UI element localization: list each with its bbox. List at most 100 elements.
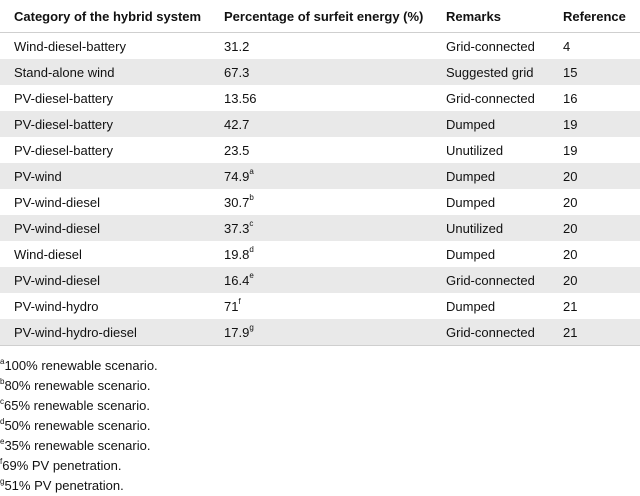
table-row: PV-wind-diesel 16.4e Grid-connected 20	[0, 267, 640, 293]
footnote-text: 50% renewable scenario.	[4, 418, 151, 433]
footnote-mark: f	[0, 456, 3, 466]
footnote: b80% renewable scenario.	[0, 376, 640, 396]
cell-reference: 16	[549, 85, 640, 111]
cell-remarks: Grid-connected	[432, 85, 549, 111]
cell-category: Wind-diesel-battery	[0, 32, 210, 59]
cell-category: PV-wind-diesel	[0, 189, 210, 215]
footnote-text: 80% renewable scenario.	[4, 378, 151, 393]
cell-remarks: Dumped	[432, 293, 549, 319]
table-row: PV-diesel-battery 23.5 Unutilized 19	[0, 137, 640, 163]
cell-reference: 20	[549, 241, 640, 267]
data-table: Category of the hybrid system Percentage…	[0, 0, 640, 346]
cell-remarks: Unutilized	[432, 215, 549, 241]
footnote: c65% renewable scenario.	[0, 396, 640, 416]
cell-reference: 15	[549, 59, 640, 85]
footnote-mark: c	[249, 219, 254, 229]
footnote-text: 35% renewable scenario.	[4, 438, 151, 453]
cell-reference: 20	[549, 189, 640, 215]
percentage-value: 16.4	[224, 272, 250, 288]
footnote-mark: e	[0, 436, 5, 446]
cell-category: PV-wind-hydro-diesel	[0, 319, 210, 346]
table-row: PV-diesel-battery 42.7 Dumped 19	[0, 111, 640, 137]
cell-percentage: 37.3c	[210, 215, 432, 241]
percentage-value: 67.3	[224, 64, 250, 80]
cell-category: PV-diesel-battery	[0, 137, 210, 163]
footnote-mark: c	[0, 396, 4, 406]
cell-percentage: 19.8d	[210, 241, 432, 267]
footnote: d50% renewable scenario.	[0, 416, 640, 436]
table-row: PV-wind 74.9a Dumped 20	[0, 163, 640, 189]
cell-category: Wind-diesel	[0, 241, 210, 267]
footnote: g51% PV penetration.	[0, 476, 640, 496]
header-reference: Reference	[549, 0, 640, 33]
footnote-mark: d	[0, 416, 5, 426]
footnotes: a100% renewable scenario. b80% renewable …	[0, 346, 640, 496]
cell-remarks: Dumped	[432, 189, 549, 215]
footnote-mark: e	[249, 271, 254, 281]
cell-remarks: Dumped	[432, 111, 549, 137]
cell-remarks: Grid-connected	[432, 319, 549, 346]
percentage-value: 19.8	[224, 246, 250, 262]
footnote: f69% PV penetration.	[0, 456, 640, 476]
cell-percentage: 71f	[210, 293, 432, 319]
cell-percentage: 74.9a	[210, 163, 432, 189]
header-category: Category of the hybrid system	[0, 0, 210, 33]
table-row: Stand-alone wind 67.3 Suggested grid 15	[0, 59, 640, 85]
percentage-value: 13.56	[224, 90, 257, 106]
header-row: Category of the hybrid system Percentage…	[0, 0, 640, 33]
table-row: PV-wind-diesel 37.3c Unutilized 20	[0, 215, 640, 241]
cell-reference: 20	[549, 163, 640, 189]
table-body: Wind-diesel-battery 31.2 Grid-connected 4 St…	[0, 32, 640, 346]
percentage-value: 37.3	[224, 220, 250, 236]
footnote-mark: f	[238, 297, 241, 307]
table-row: PV-diesel-battery 13.56 Grid-connected 16	[0, 85, 640, 111]
cell-percentage: 13.56	[210, 85, 432, 111]
footnote: a100% renewable scenario.	[0, 356, 640, 376]
cell-remarks: Suggested grid	[432, 59, 549, 85]
footnote-text: 51% PV penetration.	[4, 478, 124, 493]
header-remarks: Remarks	[432, 0, 549, 33]
footnote-mark: b	[249, 193, 254, 203]
table-row: Wind-diesel-battery 31.2 Grid-connected 4	[0, 32, 640, 59]
cell-remarks: Unutilized	[432, 137, 549, 163]
cell-category: PV-wind	[0, 163, 210, 189]
percentage-value: 17.9	[224, 324, 250, 340]
cell-reference: 19	[549, 111, 640, 137]
cell-reference: 20	[549, 215, 640, 241]
table-row: Wind-diesel 19.8d Dumped 20	[0, 241, 640, 267]
cell-reference: 4	[549, 32, 640, 59]
footnote-mark: d	[249, 245, 254, 255]
percentage-value: 30.7	[224, 194, 250, 210]
footnote-text: 65% renewable scenario.	[4, 398, 150, 413]
cell-percentage: 31.2	[210, 32, 432, 59]
footnote-mark: g	[0, 476, 5, 486]
cell-percentage: 42.7	[210, 111, 432, 137]
cell-category: PV-wind-diesel	[0, 267, 210, 293]
percentage-value: 71	[224, 298, 239, 314]
table-row: PV-wind-hydro 71f Dumped 21	[0, 293, 640, 319]
footnote-mark: g	[249, 323, 254, 333]
cell-reference: 19	[549, 137, 640, 163]
cell-category: PV-diesel-battery	[0, 111, 210, 137]
cell-percentage: 16.4e	[210, 267, 432, 293]
footnote-text: 69% PV penetration.	[2, 458, 122, 473]
footnote-text: 100% renewable scenario.	[4, 358, 158, 373]
cell-category: Stand-alone wind	[0, 59, 210, 85]
cell-percentage: 23.5	[210, 137, 432, 163]
percentage-value: 23.5	[224, 142, 250, 158]
footnote-mark: b	[0, 376, 5, 386]
percentage-value: 31.2	[224, 38, 250, 54]
percentage-value: 74.9	[224, 168, 250, 184]
cell-category: PV-diesel-battery	[0, 85, 210, 111]
cell-remarks: Dumped	[432, 241, 549, 267]
table-row: PV-wind-hydro-diesel 17.9g Grid-connected 2…	[0, 319, 640, 346]
cell-remarks: Grid-connected	[432, 267, 549, 293]
cell-percentage: 17.9g	[210, 319, 432, 346]
footnote-mark: a	[249, 167, 254, 177]
cell-percentage: 67.3	[210, 59, 432, 85]
percentage-value: 42.7	[224, 116, 250, 132]
cell-reference: 21	[549, 293, 640, 319]
table-row: PV-wind-diesel 30.7b Dumped 20	[0, 189, 640, 215]
header-percentage: Percentage of surfeit energy (%)	[210, 0, 432, 33]
cell-reference: 21	[549, 319, 640, 346]
